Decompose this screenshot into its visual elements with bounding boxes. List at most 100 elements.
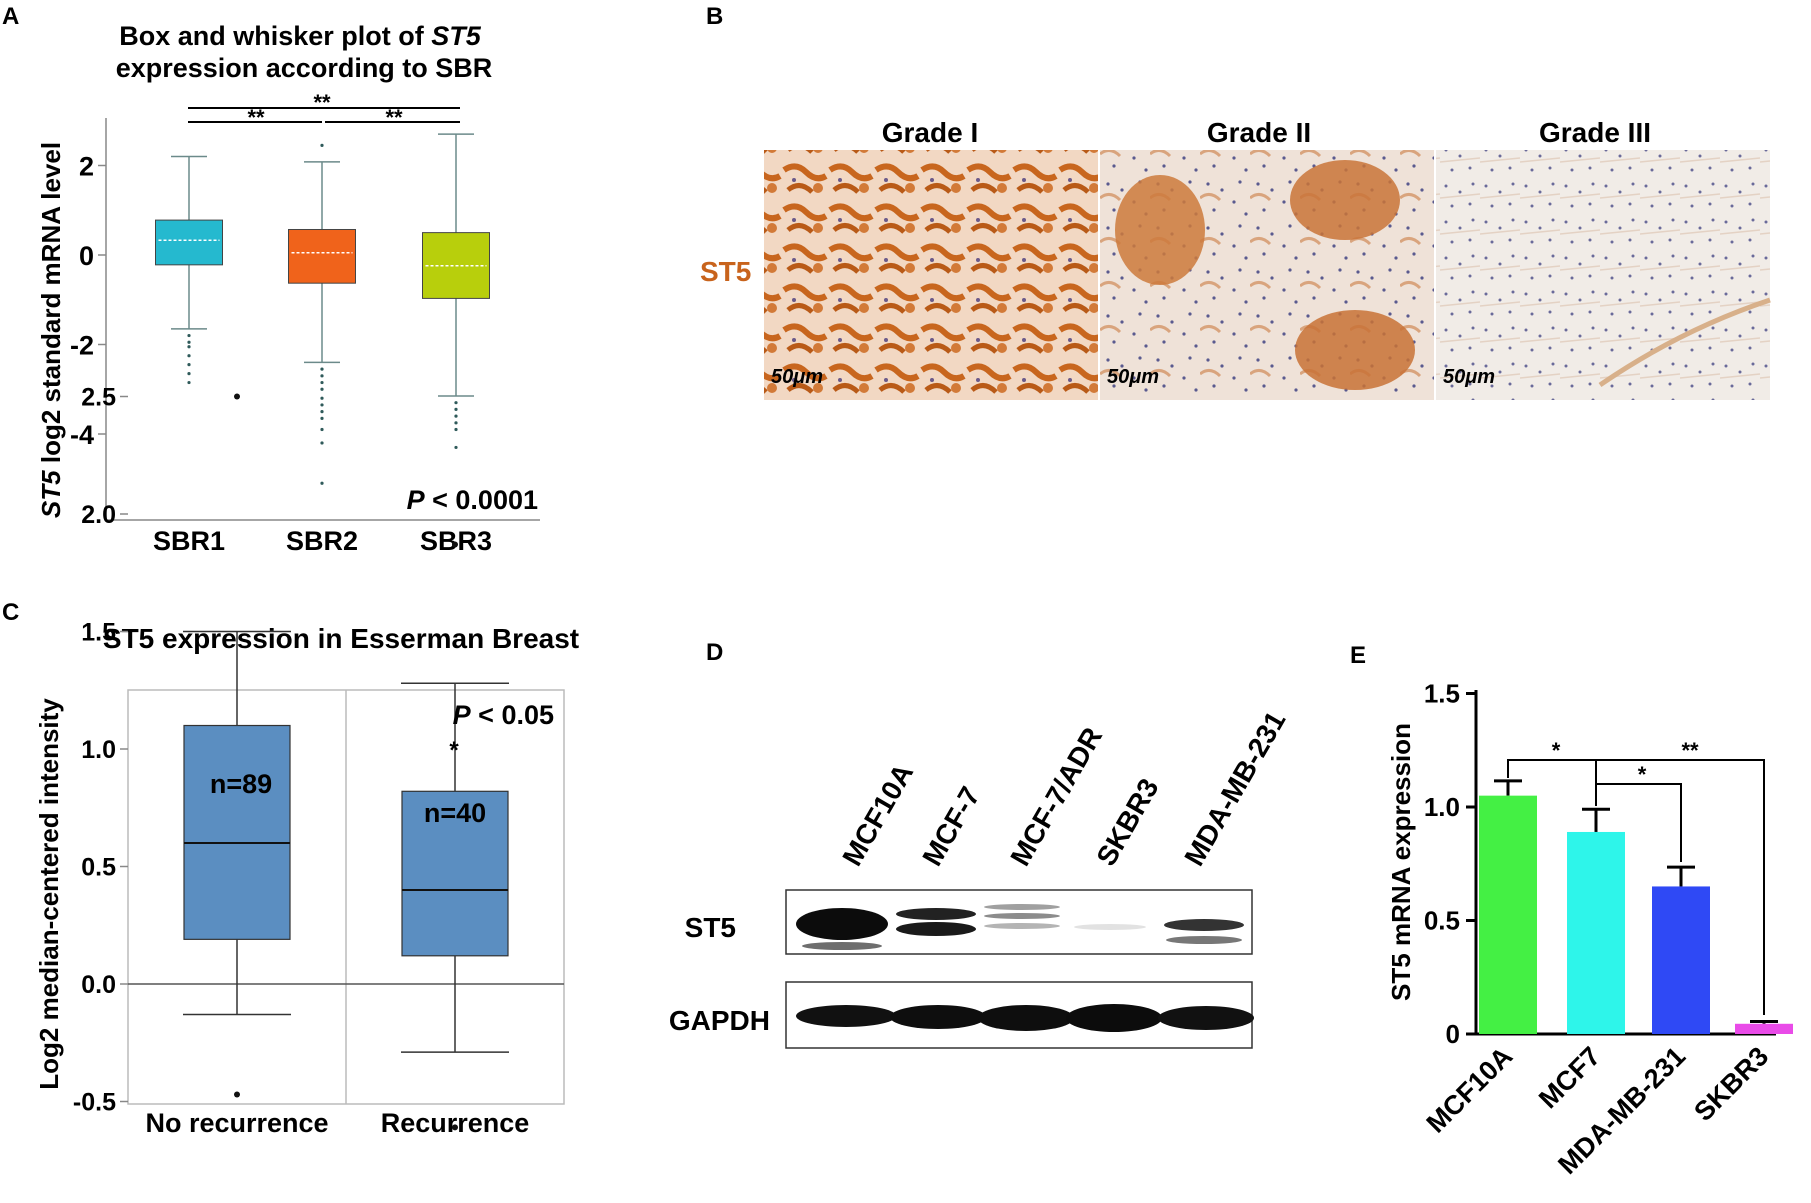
panel-a-outlier	[187, 333, 191, 338]
panel-a-outlier	[187, 363, 191, 367]
panel-a-outlier	[320, 143, 324, 147]
panel-c-outlier	[234, 393, 240, 400]
panel-c-outlier	[452, 1124, 458, 1131]
panel-a-y-tick-label: -2	[70, 331, 94, 361]
panel-a-outlier	[454, 414, 458, 418]
panel-d-lane-5: MDA-MB-231	[1178, 706, 1291, 871]
panel-c-y-tick-label: 0.5	[81, 854, 116, 882]
panel-e-sig-bracket-2	[1596, 783, 1682, 862]
panel-d-gapdh-bands	[796, 1004, 1254, 1032]
panel-a-sig-left: **	[247, 105, 265, 130]
panel-a-outlier	[320, 367, 324, 371]
panel-e-sig-bracket-3	[1596, 759, 1765, 1015]
band-st5-adr-2	[984, 913, 1060, 919]
panel-a-outlier	[454, 407, 458, 411]
band-st5-mdamb231-lower	[1166, 936, 1242, 944]
panel-e-bar	[1479, 795, 1537, 1034]
panel-d-lane-2: MCF-7	[916, 781, 986, 871]
panel-e-sig-1: *	[1552, 738, 1561, 763]
panel-a-outlier	[320, 410, 324, 414]
panel-c-outlier	[452, 541, 458, 548]
panel-c-pvalue: P < 0.05	[453, 700, 554, 730]
panel-c-y-tick-label: 2.5	[81, 384, 116, 412]
panel-c-category-label: No recurrence	[145, 1108, 328, 1138]
panel-a-outlier	[187, 354, 191, 358]
panel-e-category-label: MCF7	[1533, 1041, 1606, 1114]
panel-b-grade-2: Grade II	[1207, 117, 1311, 148]
panel-c-title: ST5 expression in Esserman Breast	[103, 623, 579, 654]
panel-c-box	[183, 724, 291, 940]
panel-a-outlier	[320, 396, 324, 400]
band-st5-adr-1	[984, 904, 1060, 910]
panel-a-outlier	[187, 371, 191, 376]
panel-e-bar	[1567, 831, 1625, 1034]
panel-d-st5-bands	[796, 904, 1244, 950]
band-st5-adr-3	[984, 923, 1060, 929]
panel-d-lane-3: MCF-7/ADR	[1004, 722, 1108, 871]
panel-e-bar	[1652, 886, 1710, 1034]
panel-b-letter: B	[706, 3, 723, 30]
panel-b-grade-3: Grade III	[1539, 117, 1651, 148]
band-gapdh-5	[1158, 1006, 1254, 1030]
panel-c-y-axis-label: Log2 median-centered intensity	[34, 698, 64, 1090]
panel-e-sig-2: *	[1638, 762, 1647, 787]
panel-b-image-grade-3	[1436, 150, 1770, 400]
panel-b-scale-1: 50μm	[771, 366, 823, 388]
panel-c-category-label: Recurrence	[381, 1108, 530, 1138]
panel-a-title-line1: Box and whisker plot of ST5	[119, 21, 482, 51]
panel-a-pvalue: P < 0.0001	[407, 485, 538, 515]
panel-a-outlier	[454, 401, 458, 405]
panel-a-category-label: SBR2	[286, 526, 358, 556]
panel-a-outlier	[187, 345, 191, 349]
panel-a-box	[288, 228, 356, 284]
panel-a-outlier	[187, 380, 191, 385]
panel-a-outlier	[320, 427, 324, 432]
panel-b-stroma-fiber	[1598, 297, 1771, 388]
panel-a-outlier	[320, 481, 324, 485]
panel-d-row-st5: ST5	[685, 912, 736, 943]
panel-a-outlier	[320, 403, 324, 407]
panel-a-category-label: SBR3	[420, 526, 492, 556]
panel-b-stain-region-3	[1295, 310, 1415, 390]
panel-a-sig-right: **	[385, 105, 403, 130]
panel-c-n-no-recurrence: n=89	[210, 769, 272, 799]
panel-e-sig-3: **	[1681, 738, 1699, 763]
panel-e-letter: E	[1350, 642, 1366, 669]
band-gapdh-1	[796, 1005, 896, 1027]
panel-a-outlier	[320, 441, 324, 445]
panel-c-boxes	[183, 393, 509, 1131]
panel-c-y-tick-label: 0.0	[81, 971, 116, 999]
band-st5-mcf7-upper	[896, 908, 976, 920]
panel-b-row-label: ST5	[700, 256, 751, 287]
panel-e-y-tick-label: 1.0	[1424, 792, 1460, 822]
panel-a-box	[155, 219, 223, 266]
panel-c-n-recurrence: n=40	[424, 798, 486, 828]
panel-b-stain-region-2	[1290, 160, 1400, 240]
panel-e-y-tick-label: 0.5	[1424, 906, 1460, 936]
panel-a-y-tick-label: 0	[79, 241, 94, 271]
panel-a-outlier	[454, 445, 458, 450]
panel-c-outlier	[234, 1091, 240, 1098]
panel-a-outlier	[320, 374, 324, 378]
panel-e-y-tick-label: 1.5	[1424, 679, 1460, 709]
panel-c-category-labels: No recurrence Recurrence	[145, 1108, 529, 1138]
panel-a-outlier	[454, 421, 458, 425]
panel-d-lane-1: MCF10A	[836, 758, 919, 871]
panel-a-outlier	[320, 380, 324, 385]
panel-a-outlier	[320, 416, 324, 420]
panel-c-box	[401, 790, 509, 957]
panel-b-image-grade-1	[764, 150, 1098, 400]
panel-c-y-tick-label: -0.5	[73, 1089, 116, 1117]
band-gapdh-4	[1066, 1004, 1162, 1032]
panel-e-category-label: MCF10A	[1421, 1041, 1519, 1139]
panel-d-letter: D	[706, 639, 723, 666]
band-st5-mdamb231-upper	[1164, 919, 1244, 931]
panel-a-letter: A	[2, 3, 19, 30]
panel-c-letter: C	[2, 599, 19, 626]
panel-a-category-label: SBR1	[153, 526, 225, 556]
panel-c-y-tick-label: 1.5	[81, 619, 116, 647]
panel-a-boxes	[155, 133, 490, 485]
band-st5-mcf10a-lower	[802, 942, 882, 950]
